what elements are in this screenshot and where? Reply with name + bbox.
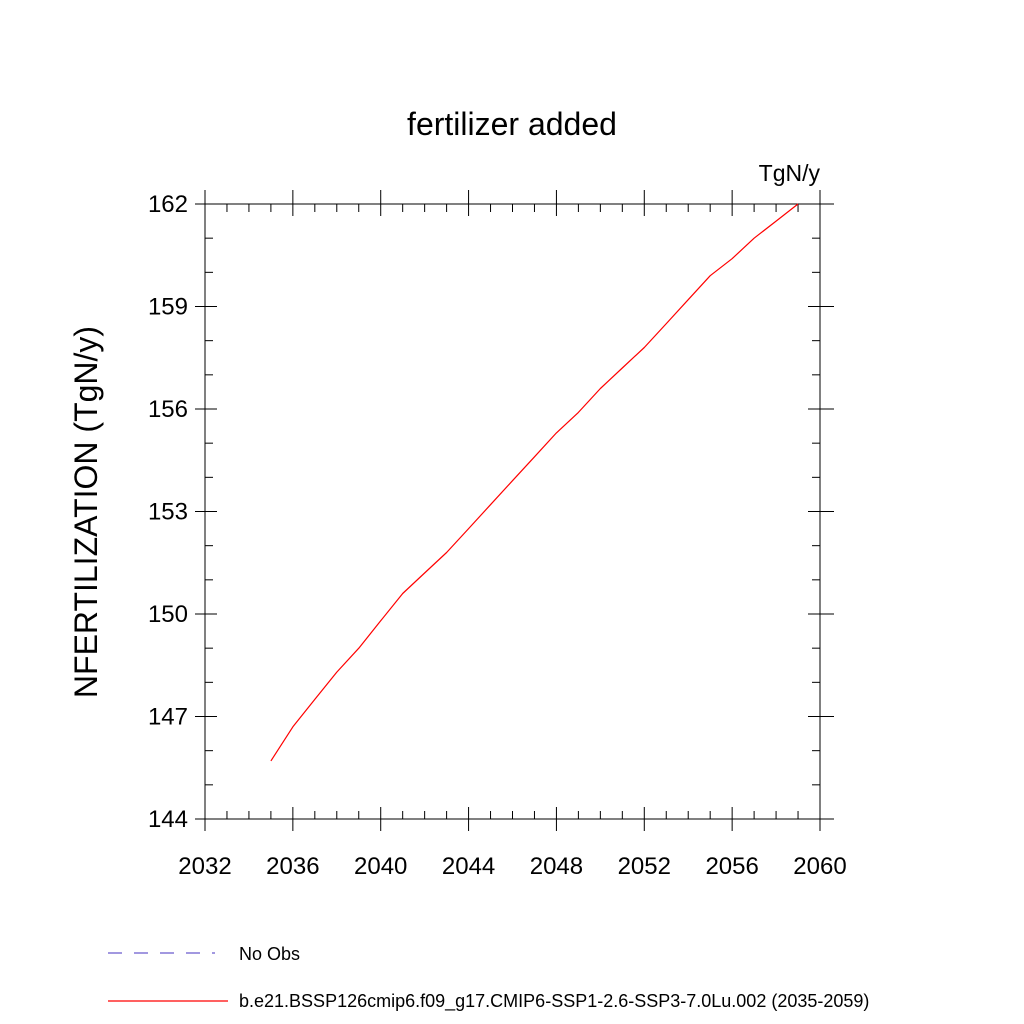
data-point <box>730 256 735 261</box>
data-point <box>444 550 449 555</box>
data-point <box>532 454 537 459</box>
x-tick-label: 2036 <box>266 853 319 880</box>
units-label: TgN/y <box>759 160 821 186</box>
data-point <box>510 478 515 483</box>
data-point <box>664 321 669 326</box>
series-line-0 <box>270 203 799 762</box>
x-tick-label: 2044 <box>442 853 495 880</box>
data-point <box>356 646 361 651</box>
x-tick-label: 2052 <box>618 853 671 880</box>
data-point <box>554 430 559 435</box>
x-tick-label: 2040 <box>354 853 407 880</box>
data-point <box>576 410 581 415</box>
data-point <box>400 591 405 596</box>
legend-label-model: b.e21.BSSP126cmip6.f09_g17.CMIP6-SSP1-2.… <box>239 991 869 1012</box>
y-tick-label: 150 <box>148 601 188 628</box>
data-point <box>752 236 757 241</box>
data-point <box>290 724 295 729</box>
y-tick-label: 147 <box>148 704 188 731</box>
data-point <box>774 219 779 224</box>
y-tick-label: 153 <box>148 499 188 526</box>
y-axis-label: NFERTILIZATION (TgN/y) <box>68 326 104 698</box>
plot-area: 144 147 150 153 156 159 162 2032 2036 2040 2044 204… <box>148 190 847 880</box>
plot-frame <box>204 203 821 820</box>
data-point <box>598 386 603 391</box>
x-tick-label: 2032 <box>178 853 231 880</box>
y-tick-label: 144 <box>148 806 188 833</box>
chart-title: fertilizer added <box>407 106 617 142</box>
data-point <box>620 366 625 371</box>
x-tick-label: 2060 <box>793 853 846 880</box>
data-point <box>268 758 273 763</box>
data-point <box>312 697 317 702</box>
x-tick-label: 2048 <box>530 853 583 880</box>
data-point <box>642 345 647 350</box>
data-point <box>796 202 801 207</box>
data-point <box>422 571 427 576</box>
data-point <box>334 670 339 675</box>
data-point <box>686 297 691 302</box>
legend: No Obs b.e21.BSSP126cmip6.f09_g17.CMIP6-… <box>108 944 869 1012</box>
data-point <box>488 502 493 507</box>
y-tick-label: 162 <box>148 191 188 218</box>
data-point <box>708 273 713 278</box>
data-point <box>466 526 471 531</box>
y-tick-label: 159 <box>148 294 188 321</box>
x-tick-label: 2056 <box>705 853 758 880</box>
data-point <box>378 618 383 623</box>
y-tick-label: 156 <box>148 396 188 423</box>
legend-label-no-obs: No Obs <box>239 944 300 964</box>
